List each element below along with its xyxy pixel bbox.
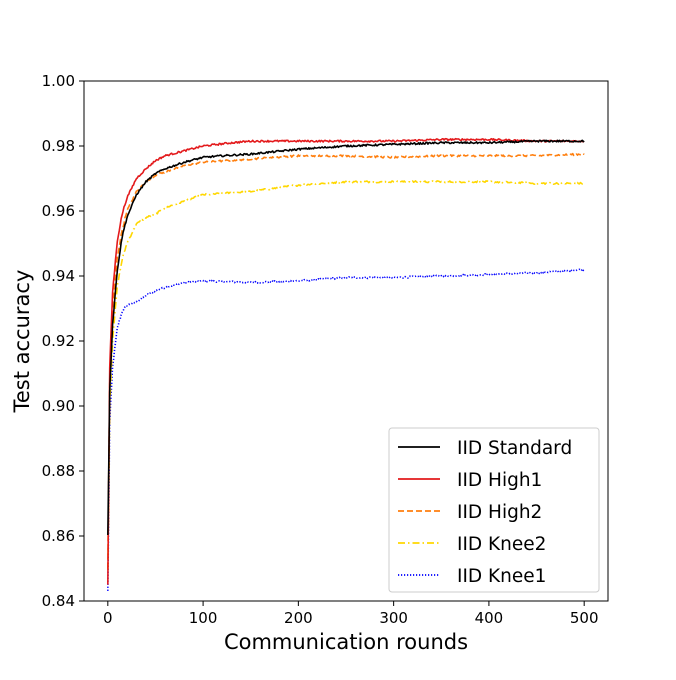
y-tick-label: 0.92 xyxy=(42,332,75,350)
series-line-iid-high1 xyxy=(107,137,585,585)
y-tick-label: 0.84 xyxy=(42,592,75,610)
x-axis-title: Communication rounds xyxy=(224,630,468,654)
x-tick-label: 0 xyxy=(103,609,113,627)
series-line-iid-high2 xyxy=(107,152,585,569)
y-tick-label: 0.94 xyxy=(42,267,75,285)
legend-label: IID Standard xyxy=(457,438,572,459)
series-line-iid-standard xyxy=(107,139,585,535)
y-tick-label: 0.86 xyxy=(42,527,75,545)
series-layer xyxy=(107,137,585,591)
legend-label: IID High1 xyxy=(457,470,542,491)
y-tick-label: 0.88 xyxy=(42,462,75,480)
legend-label: IID Knee1 xyxy=(457,566,546,587)
legend-box xyxy=(388,427,600,593)
x-tick-label: 200 xyxy=(284,609,313,627)
y-axis: 0.84 0.86 0.88 0.90 0.92 0.94 0.96 0.98 1.00 xyxy=(42,72,84,610)
y-axis-title: Test accuracy xyxy=(10,270,34,414)
x-tick-label: 500 xyxy=(570,609,599,627)
legend-label: IID High2 xyxy=(457,502,542,523)
series-line-iid-knee2 xyxy=(107,180,585,570)
y-tick-label: 0.96 xyxy=(42,202,75,220)
y-tick-label: 0.98 xyxy=(42,137,75,155)
y-tick-label: 1.00 xyxy=(42,72,75,90)
x-tick-label: 300 xyxy=(379,609,408,627)
x-tick-label: 100 xyxy=(189,609,218,627)
x-tick-label: 400 xyxy=(475,609,504,627)
legend: IID Standard IID High1 IID High2 IID Knee2 I… xyxy=(388,427,600,593)
y-tick-label: 0.90 xyxy=(42,397,75,415)
series-line-iid-knee1 xyxy=(107,268,585,591)
x-axis: 0 100 200 300 400 500 xyxy=(103,601,599,627)
legend-label: IID Knee2 xyxy=(457,534,546,555)
